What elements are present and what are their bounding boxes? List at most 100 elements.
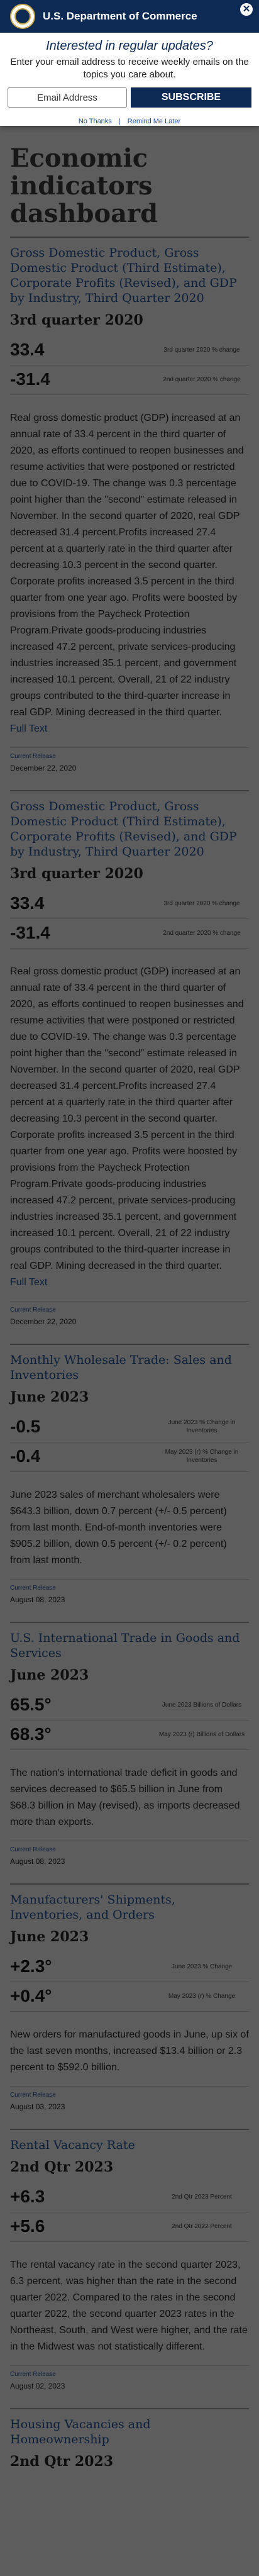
stat-value: -0.5	[10, 1417, 41, 1436]
indicator-description: Real gross domestic product (GDP) increa…	[10, 410, 249, 737]
description-text: New orders for manufactured goods in Jun…	[10, 2029, 249, 2073]
current-release: Current Release August 08, 2023	[10, 1841, 249, 1866]
current-release-link[interactable]: Current Release	[10, 2092, 56, 2099]
release-date: August 03, 2023	[10, 2102, 65, 2111]
indicator-description: June 2023 sales of merchant wholesalers …	[10, 1487, 249, 1569]
indicator-sections: Gross Domestic Product, Gross Domestic P…	[10, 237, 249, 2470]
indicator-title-link[interactable]: Housing Vacancies and Homeownership	[10, 2417, 151, 2446]
indicator-title-link[interactable]: Gross Domestic Product, Gross Domestic P…	[10, 246, 237, 305]
email-field[interactable]	[8, 87, 127, 108]
subscribe-button[interactable]: SUBSCRIBE	[131, 87, 251, 108]
subscribe-form: SUBSCRIBE	[8, 87, 251, 108]
modal-header: U.S. Department of Commerce ✕	[0, 0, 259, 33]
release-date: December 22, 2020	[10, 764, 77, 772]
stat-value: 65.5°	[10, 1695, 52, 1714]
stat-value: -31.4	[10, 369, 50, 389]
current-release-link[interactable]: Current Release	[10, 2371, 56, 2378]
indicator-section: Rental Vacancy Rate 2nd Qtr 2023 +6.3 2nd Q…	[10, 2129, 249, 2390]
indicator-section: Manufacturers' Shipments, Inventories, a…	[10, 1883, 249, 2111]
description-text: Real gross domestic product (GDP) increa…	[10, 966, 244, 1271]
stat-value: +5.6	[10, 2216, 45, 2236]
indicator-description: New orders for manufactured goods in Jun…	[10, 2027, 249, 2076]
stat-row: 33.4 3rd quarter 2020 % change	[10, 889, 249, 919]
stat-label: 3rd quarter 2020 % change	[163, 346, 240, 354]
indicator-period: 2nd Qtr 2023	[10, 2159, 114, 2175]
release-date: August 08, 2023	[10, 1595, 65, 1604]
current-release-link[interactable]: Current Release	[10, 1846, 56, 1853]
indicator-period: June 2023	[10, 1667, 89, 1683]
stat-value: +0.4°	[10, 1986, 52, 2005]
stat-value: 33.4	[10, 340, 45, 359]
indicator-section: Gross Domestic Product, Gross Domestic P…	[10, 237, 249, 772]
indicator-description: Real gross domestic product (GDP) increa…	[10, 964, 249, 1291]
current-release: Current Release August 08, 2023	[10, 1579, 249, 1604]
stat-label: June 2023 Billions of Dollars	[162, 1701, 242, 1709]
stat-label: 3rd quarter 2020 % change	[163, 900, 240, 907]
stat-label: 2nd quarter 2020 % change	[163, 376, 241, 383]
full-text-link[interactable]: Full Text	[10, 723, 48, 734]
stat-value: -31.4	[10, 923, 50, 942]
stat-row: -31.4 2nd quarter 2020 % change	[10, 365, 249, 395]
current-release: Current Release December 22, 2020	[10, 747, 249, 772]
release-date: August 08, 2023	[10, 1857, 65, 1866]
stat-label: June 2023 % Change in Inventories	[168, 1419, 236, 1434]
indicator-description: The nation's international trade deficit…	[10, 1765, 249, 1831]
agency-name: U.S. Department of Commerce	[43, 10, 197, 22]
stat-row: +0.4° May 2023 (r) % Change	[10, 1982, 249, 2012]
indicator-period: June 2023	[10, 1929, 89, 1945]
subscribe-modal: U.S. Department of Commerce ✕ Interested…	[0, 0, 259, 126]
stat-label: May 2023 (r) % Change in Inventories	[165, 1449, 239, 1464]
indicator-period: June 2023	[10, 1389, 89, 1405]
indicator-title-link[interactable]: Manufacturers' Shipments, Inventories, a…	[10, 1893, 175, 1922]
stat-row: 68.3° May 2023 (r) Billions of Dollars	[10, 1720, 249, 1750]
current-release-link[interactable]: Current Release	[10, 753, 56, 760]
stat-row: -0.5 June 2023 % Change in Inventories	[10, 1413, 249, 1442]
remind-later-link[interactable]: Remind Me Later	[127, 118, 181, 125]
description-text: The nation's international trade deficit…	[10, 1768, 240, 1827]
indicator-title-link[interactable]: U.S. International Trade in Goods and Se…	[10, 1631, 240, 1660]
stat-label: 2nd quarter 2020 % change	[163, 929, 241, 937]
stat-row: 65.5° June 2023 Billions of Dollars	[10, 1691, 249, 1720]
release-date: December 22, 2020	[10, 1317, 77, 1326]
current-release: Current Release August 03, 2023	[10, 2086, 249, 2111]
stat-label: June 2023 % Change	[171, 1963, 233, 1970]
stat-value: 33.4	[10, 893, 45, 913]
stat-value: +2.3°	[10, 1956, 52, 1976]
stat-row: +2.3° June 2023 % Change	[10, 1953, 249, 1982]
commerce-seal-icon	[10, 4, 35, 29]
no-thanks-link[interactable]: No Thanks	[78, 118, 112, 125]
indicator-period: 3rd quarter 2020	[10, 866, 143, 882]
stat-label: 2nd Qtr 2022 Percent	[172, 2222, 232, 2230]
stat-label: May 2023 (r) % Change	[168, 1992, 236, 2000]
indicator-title-link[interactable]: Monthly Wholesale Trade: Sales and Inven…	[10, 1353, 232, 1382]
close-icon[interactable]: ✕	[240, 3, 253, 16]
indicator-section: Housing Vacancies and Homeownership 2nd Q…	[10, 2408, 249, 2470]
current-release-link[interactable]: Current Release	[10, 1307, 56, 1313]
indicator-title-link[interactable]: Rental Vacancy Rate	[10, 2138, 135, 2152]
page-title: Economic indicators dashboard	[10, 143, 158, 228]
indicator-section: Monthly Wholesale Trade: Sales and Inven…	[10, 1344, 249, 1604]
indicator-period: 3rd quarter 2020	[10, 312, 143, 328]
modal-subtitle: Enter your email address to receive week…	[10, 57, 249, 80]
stat-value: -0.4	[10, 1446, 41, 1466]
current-release-link[interactable]: Current Release	[10, 1585, 56, 1592]
dashboard-content: Economic indicators dashboard Gross Dome…	[10, 143, 249, 2470]
current-release: Current Release August 02, 2023	[10, 2365, 249, 2390]
indicator-description: The rental vacancy rate in the second qu…	[10, 2257, 249, 2355]
stat-value: +6.3	[10, 2187, 45, 2206]
indicator-title-link[interactable]: Gross Domestic Product, Gross Domestic P…	[10, 800, 237, 859]
description-text: The rental vacancy rate in the second qu…	[10, 2260, 248, 2352]
indicator-period: 2nd Qtr 2023	[10, 2453, 114, 2470]
indicator-section: U.S. International Trade in Goods and Se…	[10, 1622, 249, 1866]
stat-row: 33.4 3rd quarter 2020 % change	[10, 336, 249, 365]
stat-label: May 2023 (r) Billions of Dollars	[158, 1731, 245, 1738]
current-release: Current Release December 22, 2020	[10, 1301, 249, 1326]
description-text: Real gross domestic product (GDP) increa…	[10, 413, 244, 718]
description-text: June 2023 sales of merchant wholesalers …	[10, 1490, 227, 1566]
stat-row: +5.6 2nd Qtr 2022 Percent	[10, 2212, 249, 2242]
indicator-section: Gross Domestic Product, Gross Domestic P…	[10, 790, 249, 1326]
release-date: August 02, 2023	[10, 2382, 65, 2390]
full-text-link[interactable]: Full Text	[10, 1277, 48, 1288]
modal-title: Interested in regular updates?	[46, 39, 213, 53]
